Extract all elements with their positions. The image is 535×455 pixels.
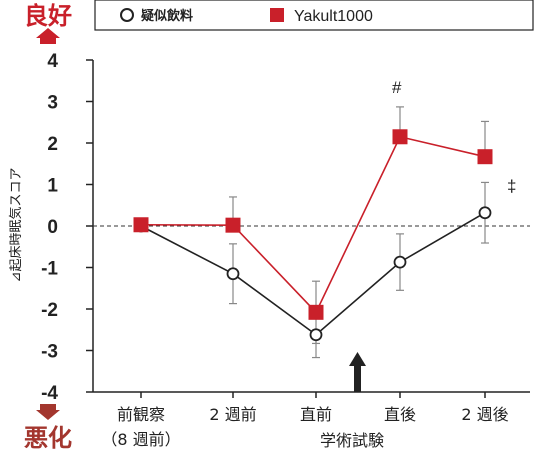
y-ticks: 4 3 2 1 0 -1 -2 -3 -4: [41, 51, 93, 404]
y-axis-title: ⊿起床時眠気スコア: [8, 168, 24, 283]
exam-event-arrow-icon: [349, 352, 366, 392]
significance-mark: ‡: [507, 176, 516, 195]
y-tick-label: 2: [47, 134, 58, 155]
down-arrow-icon: [36, 404, 60, 420]
data-point-yakult: [392, 129, 408, 145]
data-point-yakult: [225, 217, 241, 233]
bad-label: 悪化: [24, 424, 72, 452]
series-line-yakult: [140, 135, 486, 314]
y-tick-label: -4: [41, 383, 58, 404]
data-point-yakult: [308, 304, 324, 320]
legend-marker-placebo: [120, 8, 134, 22]
y-tick-label: 0: [47, 217, 58, 238]
x-tick-sublabel: （8 週前）: [101, 430, 180, 449]
data-point-yakult: [133, 217, 149, 233]
data-point-placebo: [309, 328, 323, 342]
y-tick-label: -2: [41, 300, 58, 321]
y-tick-label: -1: [41, 259, 58, 280]
x-tick-label: 2 週後: [461, 405, 508, 424]
legend: 疑似飲料 Yakult1000: [94, 0, 534, 31]
y-tick-label: 3: [47, 93, 58, 114]
x-tick-label: 2 週前: [209, 405, 256, 424]
data-point-placebo: [393, 255, 407, 269]
x-tick-label: 直前: [300, 405, 332, 424]
data-point-placebo: [478, 206, 492, 220]
x-axis-title: 学術試験: [320, 431, 384, 450]
y-tick-label: 4: [47, 51, 58, 72]
legend-marker-yakult: [270, 8, 284, 22]
up-arrow-icon: [36, 28, 60, 44]
x-tick-label: 直後: [384, 405, 416, 424]
y-tick-label: 1: [47, 176, 58, 197]
y-tick-label: -3: [41, 342, 58, 363]
legend-label-yakult: Yakult1000: [294, 8, 373, 25]
series-markers: [133, 129, 493, 342]
x-tick-label: 前観察: [117, 405, 165, 424]
significance-mark: #: [392, 78, 402, 97]
x-ticks: 前観察 （8 週前） 2 週前 直前 直後 2 週後: [101, 392, 509, 449]
annotations: #‡: [392, 78, 516, 195]
legend-label-placebo: 疑似飲料: [141, 8, 193, 24]
good-label: 良好: [24, 2, 72, 30]
legend-frame: [94, 0, 534, 31]
data-point-placebo: [226, 267, 240, 281]
data-point-yakult: [477, 149, 493, 165]
